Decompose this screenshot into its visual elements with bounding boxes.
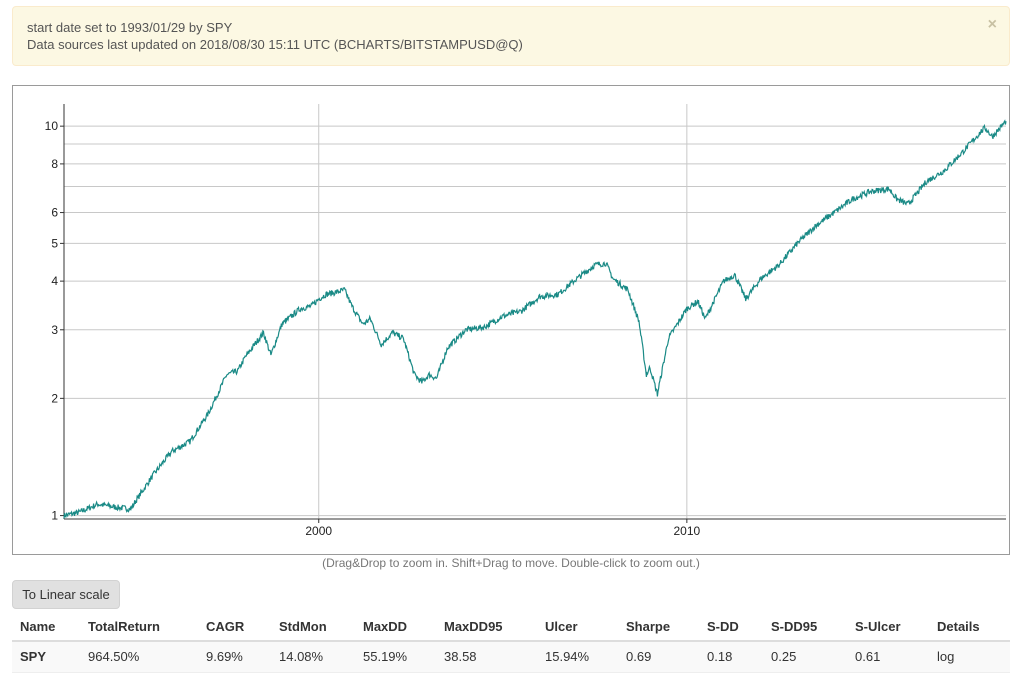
cell-s-dd: 0.18 xyxy=(699,641,763,673)
col-s-ulcer: S-Ulcer xyxy=(847,612,929,642)
stats-table: Name TotalReturn CAGR StdMon MaxDD MaxDD… xyxy=(12,612,1010,673)
col-stdmon: StdMon xyxy=(271,612,355,642)
y-tick-label: 1 xyxy=(51,509,58,523)
close-icon[interactable]: × xyxy=(987,16,997,33)
x-tick-label: 2000 xyxy=(305,524,332,538)
cell-s-dd95: 0.25 xyxy=(763,641,847,673)
table-row: SPY 964.50% 9.69% 14.08% 55.19% 38.58 15… xyxy=(12,641,1010,673)
cell-name[interactable]: SPY xyxy=(12,641,80,673)
cell-sharpe: 0.69 xyxy=(618,641,699,673)
alert-data-sources: Data sources last updated on 2018/08/30 … xyxy=(27,37,523,52)
y-tick-label: 5 xyxy=(51,236,58,250)
cell-cagr: 9.69% xyxy=(198,641,271,673)
col-maxdd95: MaxDD95 xyxy=(436,612,537,642)
col-total-return: TotalReturn xyxy=(80,612,198,642)
log-link[interactable]: log xyxy=(929,641,1010,673)
y-tick-label: 6 xyxy=(51,206,58,220)
x-tick-label: 2010 xyxy=(673,524,700,538)
col-sharpe: Sharpe xyxy=(618,612,699,642)
price-chart[interactable]: 1 2 3 4 5 6 8 10 2000 2010 xyxy=(12,85,1010,555)
col-s-dd95: S-DD95 xyxy=(763,612,847,642)
y-tick-label: 3 xyxy=(51,323,58,337)
status-alert: start date set to 1993/01/29 by SPY Data… xyxy=(12,6,1010,66)
col-s-dd: S-DD xyxy=(699,612,763,642)
cell-ulcer: 15.94% xyxy=(537,641,618,673)
cell-s-ulcer: 0.61 xyxy=(847,641,929,673)
chart-canvas[interactable]: 1 2 3 4 5 6 8 10 2000 2010 xyxy=(13,86,1009,554)
y-tick-label: 2 xyxy=(51,391,58,405)
cell-maxdd: 55.19% xyxy=(355,641,436,673)
cell-stdmon: 14.08% xyxy=(271,641,355,673)
y-tick-label: 8 xyxy=(51,157,58,171)
col-details: Details xyxy=(929,612,1010,642)
col-name: Name xyxy=(12,612,80,642)
cell-maxdd95: 38.58 xyxy=(436,641,537,673)
y-tick-label: 4 xyxy=(51,274,58,288)
col-ulcer: Ulcer xyxy=(537,612,618,642)
table-header-row: Name TotalReturn CAGR StdMon MaxDD MaxDD… xyxy=(12,612,1010,642)
alert-start-date: start date set to 1993/01/29 by SPY xyxy=(27,20,233,35)
chart-hint: (Drag&Drop to zoom in. Shift+Drag to mov… xyxy=(322,556,700,570)
col-maxdd: MaxDD xyxy=(355,612,436,642)
cell-total-return: 964.50% xyxy=(80,641,198,673)
y-tick-label: 10 xyxy=(45,119,59,133)
linear-scale-button[interactable]: To Linear scale xyxy=(12,580,120,609)
col-cagr: CAGR xyxy=(198,612,271,642)
series-line-spy xyxy=(63,119,1007,519)
